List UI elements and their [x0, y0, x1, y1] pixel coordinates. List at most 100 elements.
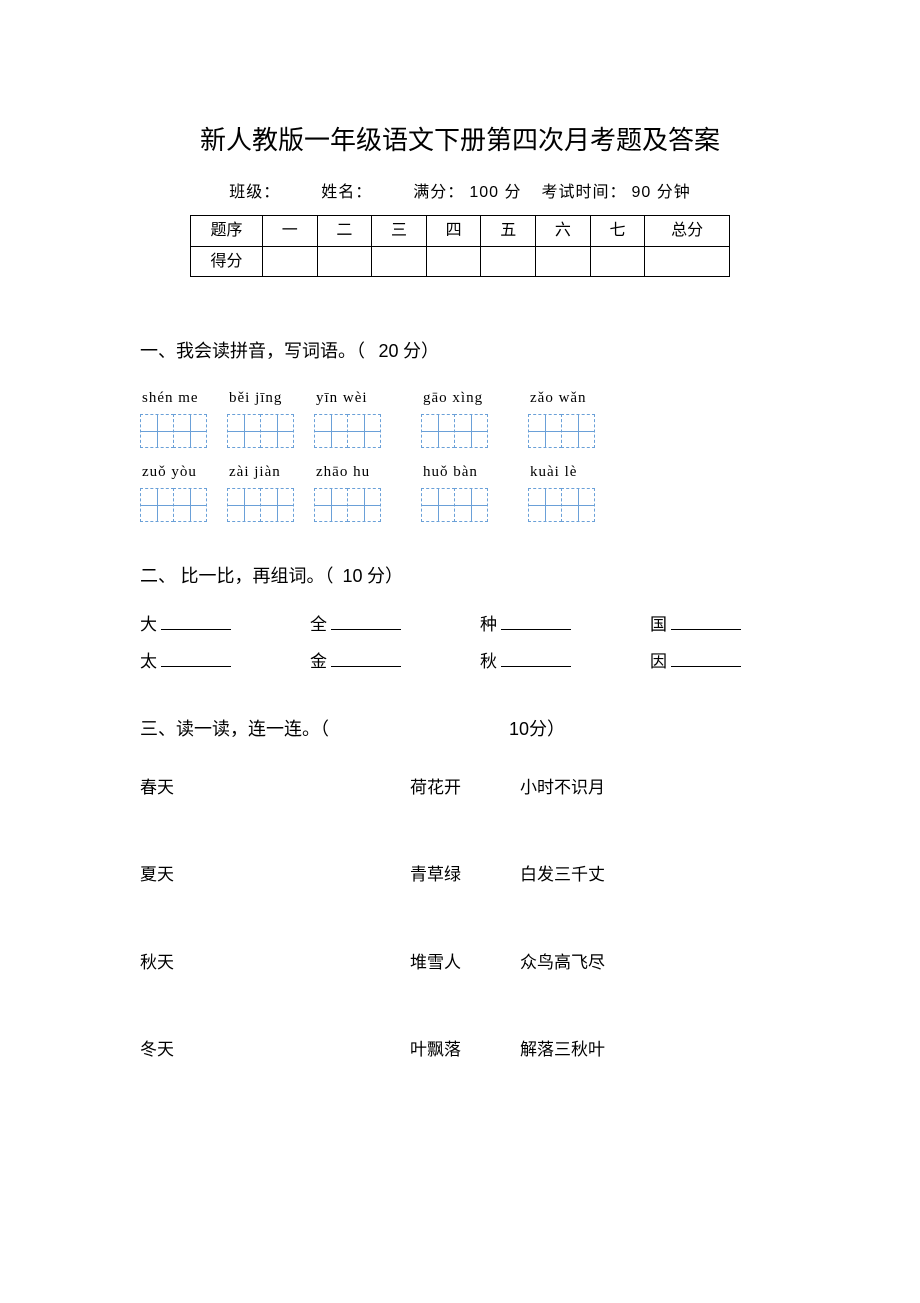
cell	[263, 246, 318, 277]
match-mid: 叶飘落	[410, 1036, 520, 1063]
compare-item: 金	[310, 648, 440, 675]
pinyin-item: gāo xìng	[421, 386, 488, 448]
match-row: 秋天 堆雪人 众鸟高飞尽	[140, 949, 780, 976]
tianzi-grid	[227, 414, 294, 448]
blank-line	[671, 651, 741, 667]
compare-item: 国	[650, 611, 780, 638]
pinyin-text: kuài lè	[530, 460, 577, 484]
cell: 总分	[645, 216, 730, 247]
match-left: 春天	[140, 774, 410, 801]
tianzi-grid	[227, 488, 294, 522]
text: 一、我会读拼音，写词语。（	[140, 341, 365, 361]
points: 10	[509, 715, 529, 744]
cell: 七	[590, 216, 645, 247]
tianzi-grid	[528, 488, 595, 522]
table-row: 得分	[191, 246, 730, 277]
pinyin-text: zuǒ yòu	[142, 460, 197, 484]
char: 秋	[480, 648, 497, 675]
compare-item: 太	[140, 648, 270, 675]
class-label: 班级：	[229, 184, 280, 201]
compare-grid: 大 全 种 国 太 金 秋 因	[140, 611, 780, 675]
text: 分）	[399, 341, 440, 361]
section-3-title: 三、读一读，连一连。（ 10 分）	[140, 715, 780, 744]
cell	[645, 246, 730, 277]
match-row: 夏天 青草绿 白发三千丈	[140, 861, 780, 888]
section-1-title: 一、我会读拼音，写词语。（ 20 分）	[140, 337, 780, 366]
blank-line	[161, 614, 231, 630]
match-left: 秋天	[140, 949, 410, 976]
match-right: 解落三秋叶	[520, 1036, 780, 1063]
pinyin-item: zhāo hu	[314, 460, 381, 522]
page-title: 新人教版一年级语文下册第四次月考题及答案	[140, 120, 780, 162]
cell: 四	[426, 216, 481, 247]
blank-line	[161, 651, 231, 667]
pinyin-item: yīn wèi	[314, 386, 381, 448]
tianzi-grid	[314, 414, 381, 448]
pinyin-item: zài jiàn	[227, 460, 294, 522]
full-label: 满分：	[413, 184, 464, 201]
blank-line	[671, 614, 741, 630]
char: 金	[310, 648, 327, 675]
points: 10	[343, 566, 363, 586]
pinyin-item: kuài lè	[528, 460, 595, 522]
cell: 五	[481, 216, 536, 247]
match-mid: 荷花开	[410, 774, 520, 801]
text: 二、 比一比，再组词。（	[140, 566, 334, 586]
compare-item: 全	[310, 611, 440, 638]
match-left: 冬天	[140, 1036, 410, 1063]
char: 大	[140, 611, 157, 638]
cell	[590, 246, 645, 277]
table-row: 题序 一 二 三 四 五 六 七 总分	[191, 216, 730, 247]
pinyin-text: zhāo hu	[316, 460, 370, 484]
cell	[481, 246, 536, 277]
blank-line	[501, 651, 571, 667]
match-mid: 堆雪人	[410, 949, 520, 976]
tianzi-grid	[140, 414, 207, 448]
pinyin-row: zuǒ yòu zài jiàn zhāo hu huǒ bàn kuài lè	[140, 460, 780, 522]
char: 太	[140, 648, 157, 675]
cell	[372, 246, 427, 277]
compare-item: 秋	[480, 648, 610, 675]
match-row: 春天 荷花开 小时不识月	[140, 774, 780, 801]
match-right: 小时不识月	[520, 774, 780, 801]
tianzi-grid	[314, 488, 381, 522]
pinyin-text: shén me	[142, 386, 199, 410]
tianzi-grid	[140, 488, 207, 522]
tianzi-grid	[421, 488, 488, 522]
cell: 三	[372, 216, 427, 247]
compare-item: 因	[650, 648, 780, 675]
compare-item: 种	[480, 611, 610, 638]
text: 分）	[363, 566, 404, 586]
pinyin-item: běi jīng	[227, 386, 294, 448]
section-3: 三、读一读，连一连。（ 10 分） 春天 荷花开 小时不识月 夏天 青草绿 白发…	[140, 715, 780, 1063]
section-2-title: 二、 比一比，再组词。（ 10 分）	[140, 562, 780, 591]
cell	[317, 246, 372, 277]
text: 三、读一读，连一连。（	[140, 715, 329, 744]
char: 全	[310, 611, 327, 638]
cell	[536, 246, 591, 277]
cell: 一	[263, 216, 318, 247]
char: 国	[650, 611, 667, 638]
pinyin-item: shén me	[140, 386, 207, 448]
blank-line	[501, 614, 571, 630]
section-2: 二、 比一比，再组词。（ 10 分） 大 全 种 国 太 金 秋 因	[140, 562, 780, 675]
pinyin-item: zuǒ yòu	[140, 460, 207, 522]
match-row: 冬天 叶飘落 解落三秋叶	[140, 1036, 780, 1063]
cell: 题序	[191, 216, 263, 247]
time-value: 90 分钟	[631, 184, 690, 201]
pinyin-text: gāo xìng	[423, 386, 483, 410]
pinyin-text: zài jiàn	[229, 460, 281, 484]
blank-line	[331, 614, 401, 630]
info-line: 班级： 姓名： 满分： 100 分 考试时间： 90 分钟	[140, 180, 780, 206]
pinyin-text: yīn wèi	[316, 386, 368, 410]
time-label: 考试时间：	[541, 184, 626, 201]
pinyin-item: huǒ bàn	[421, 460, 488, 522]
cell: 得分	[191, 246, 263, 277]
tianzi-grid	[421, 414, 488, 448]
compare-item: 大	[140, 611, 270, 638]
name-label: 姓名：	[321, 184, 372, 201]
match-left: 夏天	[140, 861, 410, 888]
tianzi-grid	[528, 414, 595, 448]
score-table: 题序 一 二 三 四 五 六 七 总分 得分	[190, 215, 730, 277]
pinyin-text: zǎo wǎn	[530, 386, 587, 410]
